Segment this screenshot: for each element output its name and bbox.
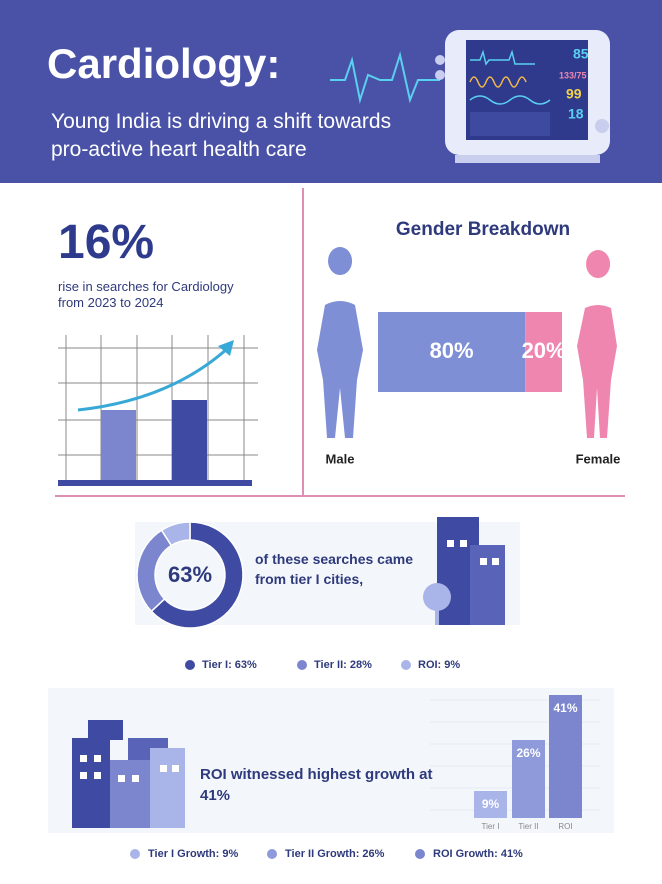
rise-arrow xyxy=(77,346,230,412)
gender-label: Female xyxy=(576,451,621,466)
gender-value-label: 20% xyxy=(522,338,566,363)
rise-baseline xyxy=(58,480,252,486)
male-figure xyxy=(317,247,363,438)
gender-segment xyxy=(525,312,562,392)
rise-bar xyxy=(172,400,207,482)
gender-label: Male xyxy=(326,451,355,466)
subtitle: Young India is driving a shift towards p… xyxy=(51,110,392,161)
monitor-value: 133/75 xyxy=(559,70,587,80)
monitor-value: 85 xyxy=(573,46,589,62)
legend-label: Tier I: 63% xyxy=(202,659,257,671)
growth-category: Tier I xyxy=(482,822,500,831)
donut-center-label: 63% xyxy=(168,562,212,587)
growth-annotation: ROI witnessed highest growth at 41% xyxy=(200,766,433,804)
female-figure xyxy=(577,250,617,438)
growth-bar xyxy=(549,695,582,818)
rise-arrow-head xyxy=(218,340,234,356)
legend-dot xyxy=(401,660,411,670)
growth-bar xyxy=(512,740,545,818)
gender-value-label: 80% xyxy=(430,338,474,363)
legend-label: Tier II: 28% xyxy=(314,659,372,671)
legend-dot xyxy=(267,849,277,859)
growth-buildings xyxy=(72,720,185,828)
legend-dot xyxy=(297,660,307,670)
legend-label: ROI Growth: 41% xyxy=(433,848,523,860)
growth-value-label: 9% xyxy=(482,797,500,811)
rise-bar xyxy=(101,410,136,482)
legend-label: Tier II Growth: 26% xyxy=(285,848,385,860)
pulse-line xyxy=(330,51,440,104)
legend-label: Tier I Growth: 9% xyxy=(148,848,238,860)
gender-segment xyxy=(378,312,526,392)
rise-text: rise in searches for Cardiology from 202… xyxy=(58,279,234,310)
growth-value-label: 26% xyxy=(516,746,540,760)
donut-slice xyxy=(160,521,191,547)
donut-annotation: of these searches came from tier I citie… xyxy=(255,551,413,587)
title: Cardiology: xyxy=(47,40,281,87)
growth-value-label: 41% xyxy=(553,701,577,715)
monitor xyxy=(435,30,610,163)
donut-slice xyxy=(150,521,244,629)
monitor-value: 18 xyxy=(568,106,584,122)
growth-bar xyxy=(474,791,507,818)
monitor-value: 99 xyxy=(566,86,582,102)
growth-category: Tier II xyxy=(518,822,538,831)
city-illustration xyxy=(423,517,505,625)
gender-title: Gender Breakdown xyxy=(395,219,571,240)
legend-dot xyxy=(130,849,140,859)
legend-dot xyxy=(415,849,425,859)
rise-value: 16% xyxy=(58,216,155,269)
legend-label: ROI: 9% xyxy=(418,659,460,671)
legend-dot xyxy=(185,660,195,670)
growth-category: ROI xyxy=(558,822,572,831)
